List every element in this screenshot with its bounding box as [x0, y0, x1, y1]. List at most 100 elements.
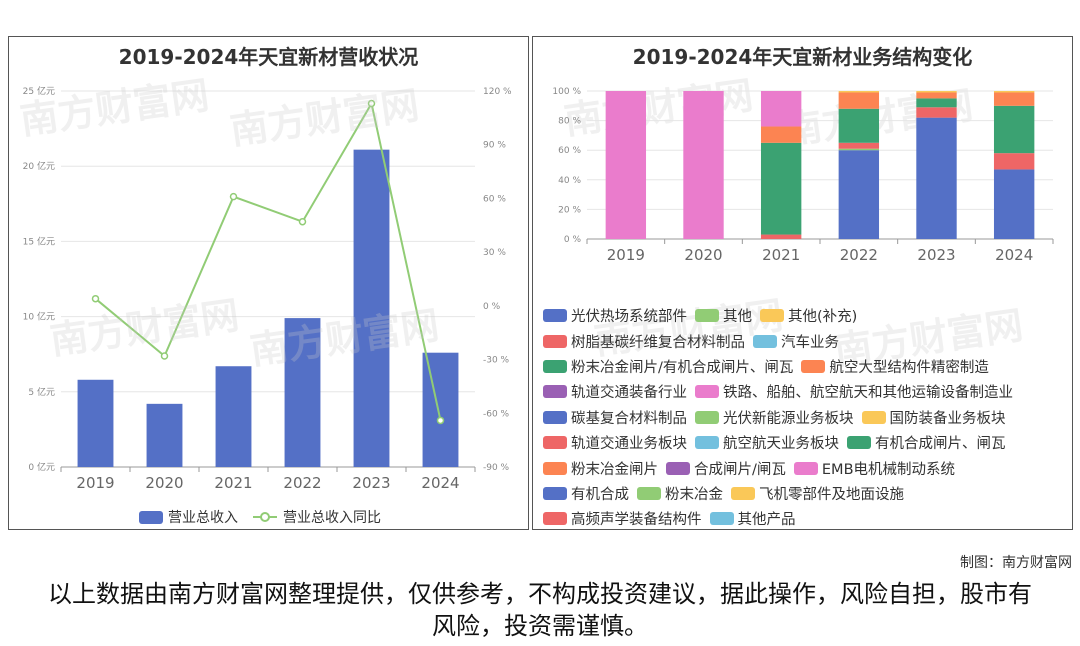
stack-segment	[993, 92, 1035, 106]
yoy-point	[298, 217, 307, 226]
legend-swatch	[695, 309, 719, 323]
x-tick-label: 2024	[995, 246, 1033, 264]
legend-swatch	[801, 359, 826, 373]
legend-line-swatch	[253, 512, 277, 522]
x-tick-label: 2019	[76, 474, 114, 492]
legend-item[interactable]: 粉末冶金	[637, 483, 723, 504]
y-tick-label: 60 %	[558, 146, 581, 156]
yoy-point	[160, 352, 169, 360]
legend-swatch	[695, 436, 719, 450]
x-tick-label: 2020	[684, 246, 722, 264]
legend-item[interactable]: 有机合成	[543, 483, 629, 504]
legend-label: 其他(补充)	[788, 309, 858, 326]
legend-label: 汽车业务	[781, 334, 839, 351]
legend-item[interactable]: 轨道交通装备行业	[543, 381, 687, 402]
y-tick-label: 20 %	[558, 205, 581, 215]
legend-swatch	[793, 461, 818, 475]
stack-segment	[916, 117, 957, 239]
legend-item[interactable]: 汽车业务	[753, 331, 839, 352]
legend-item[interactable]: 合成闸片/闸瓦	[666, 458, 786, 479]
yoy-point	[229, 192, 238, 201]
y-tick-label-right: -60 %	[483, 409, 510, 419]
legend-item[interactable]: 有机合成闸片、闸瓦	[847, 432, 1006, 453]
yoy-point	[367, 99, 376, 108]
legend-label: EMB电机械制动系统	[821, 461, 956, 478]
y-tick-label-right: 30 %	[483, 248, 506, 258]
legend-label: 碳基复合材料制品	[571, 410, 687, 427]
legend-row: 轨道交通装备行业 铁路、船舶、航空航天和其他运输设备制造业	[543, 379, 1068, 404]
legend-label: 光伏新能源业务板块	[723, 410, 854, 427]
legend-item-yoy[interactable]: 营业总收入同比	[252, 507, 381, 527]
legend-row: 高频声学装备结构件 其他产品	[543, 506, 1068, 529]
legend-label: 其他产品	[737, 512, 796, 529]
legend-item[interactable]: 其他	[695, 305, 752, 326]
legend-label: 轨道交通业务板块	[571, 436, 687, 453]
y-tick-label-left: 15 亿元	[23, 235, 55, 247]
legend-row: 轨道交通业务板块 航空航天业务板块 有机合成闸片、闸瓦	[543, 430, 1068, 455]
legend-item[interactable]: 航空航天业务板块	[695, 432, 839, 453]
legend-label: 飞机零部件及地面设施	[759, 486, 904, 503]
legend-item[interactable]: 光伏热场系统部件	[543, 305, 687, 326]
stack-segment	[760, 126, 802, 143]
stack-segment	[838, 91, 880, 93]
legend-label: 营业总收入	[168, 510, 238, 526]
revenue-bar	[353, 149, 390, 467]
x-tick-label: 2021	[762, 246, 800, 264]
legend-swatch	[666, 461, 690, 475]
legend-swatch	[760, 309, 784, 323]
legend-label: 铁路、船舶、航空航天和其他运输设备制造业	[723, 385, 1013, 402]
stack-segment	[838, 150, 880, 239]
stack-segment	[993, 153, 1035, 170]
revenue-bar	[215, 366, 252, 467]
legend-swatch	[695, 410, 719, 424]
legend-swatch	[543, 461, 567, 475]
legend-item[interactable]: 粉末冶金闸片	[543, 458, 658, 479]
stack-segment	[916, 92, 957, 99]
revenue-bar	[146, 403, 183, 467]
legend-label: 高频声学装备结构件	[571, 512, 702, 529]
stack-segment	[683, 91, 724, 239]
stack-segment	[760, 91, 802, 127]
legend-label: 有机合成	[571, 486, 629, 503]
legend-item[interactable]: 碳基复合材料制品	[543, 407, 687, 428]
legend-swatch	[543, 436, 567, 450]
legend-item[interactable]: 其他(补充)	[760, 305, 857, 326]
y-tick-label-right: 120 %	[483, 87, 512, 97]
y-tick-label: 0 %	[564, 235, 582, 245]
legend-item[interactable]: 其他产品	[709, 508, 796, 529]
legend-swatch	[543, 309, 567, 323]
legend-item[interactable]: EMB电机械制动系统	[793, 458, 956, 479]
structure-legend: 光伏热场系统部件 其他 其他(补充) 树脂基碳纤维复合材料制品 汽车业务粉末冶金闸片/有…	[543, 303, 1068, 529]
x-tick-label: 2020	[145, 474, 183, 492]
legend-swatch	[731, 486, 755, 500]
legend-item[interactable]: 航空大型结构件精密制造	[801, 356, 989, 377]
legend-swatch	[861, 410, 886, 424]
legend-label: 轨道交通装备行业	[571, 385, 687, 402]
stack-segment	[993, 91, 1035, 93]
revenue-bar	[422, 352, 459, 467]
y-tick-label: 80 %	[558, 117, 581, 127]
legend-label: 粉末冶金闸片/有机合成闸片、闸瓦	[571, 359, 794, 376]
stack-segment	[993, 105, 1035, 154]
legend-row: 粉末冶金闸片/有机合成闸片、闸瓦 航空大型结构件精密制造	[543, 354, 1068, 379]
legend-label: 树脂基碳纤维复合材料制品	[571, 334, 745, 351]
legend-item[interactable]: 树脂基碳纤维复合材料制品	[543, 331, 745, 352]
legend-item[interactable]: 光伏新能源业务板块	[695, 407, 854, 428]
legend-item[interactable]: 国防装备业务板块	[861, 407, 1006, 428]
revenue-bar	[77, 379, 114, 467]
legend-item[interactable]: 轨道交通业务板块	[543, 432, 687, 453]
legend-label: 合成闸片/闸瓦	[694, 461, 786, 478]
legend-item[interactable]: 铁路、船舶、航空航天和其他运输设备制造业	[695, 381, 1013, 402]
legend-swatch	[543, 334, 567, 348]
x-tick-label: 2021	[214, 474, 252, 492]
stack-segment	[838, 148, 880, 151]
stack-segment	[760, 234, 802, 239]
legend-item[interactable]: 粉末冶金闸片/有机合成闸片、闸瓦	[543, 356, 793, 377]
legend-item[interactable]: 高频声学装备结构件	[543, 508, 702, 529]
legend-item-revenue[interactable]: 营业总收入	[139, 507, 238, 527]
legend-item[interactable]: 飞机零部件及地面设施	[731, 483, 904, 504]
legend-swatch	[543, 385, 567, 399]
business-structure-panel: 南方财富网 南方财富网 南方财富网 南方财富网 2019-2024年天宜新材业务…	[532, 36, 1073, 530]
chart-title: 2019-2024年天宜新材业务结构变化	[632, 45, 973, 69]
y-tick-label-left: 10 亿元	[23, 311, 55, 323]
